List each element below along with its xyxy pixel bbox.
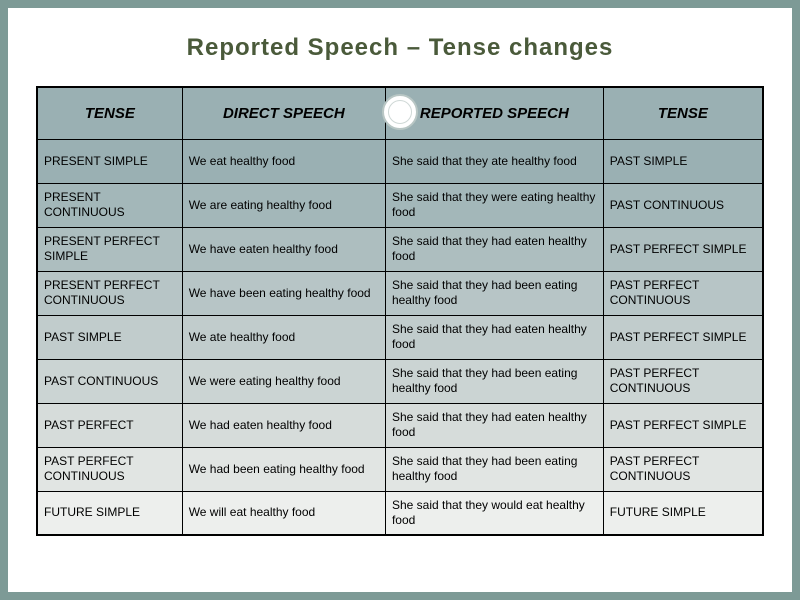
cell-tense: PAST PERFECT xyxy=(37,403,182,447)
header-tense: TENSE xyxy=(37,87,182,139)
cell-direct: We will eat healthy food xyxy=(182,491,385,535)
cell-tense2: FUTURE SIMPLE xyxy=(603,491,763,535)
cell-direct: We had eaten healthy food xyxy=(182,403,385,447)
cell-tense: PAST SIMPLE xyxy=(37,315,182,359)
table-row: PAST CONTINUOUS We were eating healthy f… xyxy=(37,359,763,403)
table-row: PRESENT PERFECT CONTINUOUS We have been … xyxy=(37,271,763,315)
cell-direct: We were eating healthy food xyxy=(182,359,385,403)
cell-reported: She said that they had been eating healt… xyxy=(385,271,603,315)
cell-tense2: PAST PERFECT CONTINUOUS xyxy=(603,271,763,315)
cell-tense: PRESENT PERFECT CONTINUOUS xyxy=(37,271,182,315)
header-direct: DIRECT SPEECH xyxy=(182,87,385,139)
cell-direct: We had been eating healthy food xyxy=(182,447,385,491)
table-row: PAST SIMPLE We ate healthy food She said… xyxy=(37,315,763,359)
cell-tense2: PAST CONTINUOUS xyxy=(603,183,763,227)
slide-title: Reported Speech – Tense changes xyxy=(36,18,764,86)
cell-tense: PRESENT CONTINUOUS xyxy=(37,183,182,227)
table-row: FUTURE SIMPLE We will eat healthy food S… xyxy=(37,491,763,535)
cell-direct: We have eaten healthy food xyxy=(182,227,385,271)
ornament-circle-icon xyxy=(382,94,418,130)
cell-tense: PRESENT SIMPLE xyxy=(37,139,182,183)
table-row: PAST PERFECT We had eaten healthy food S… xyxy=(37,403,763,447)
cell-tense2: PAST PERFECT CONTINUOUS xyxy=(603,447,763,491)
table-row: PRESENT SIMPLE We eat healthy food She s… xyxy=(37,139,763,183)
header-reported: REPORTED SPEECH xyxy=(385,87,603,139)
table-row: PRESENT CONTINUOUS We are eating healthy… xyxy=(37,183,763,227)
table-row: PAST PERFECT CONTINUOUS We had been eati… xyxy=(37,447,763,491)
table-row: PRESENT PERFECT SIMPLE We have eaten hea… xyxy=(37,227,763,271)
cell-tense2: PAST SIMPLE xyxy=(603,139,763,183)
header-tense2: TENSE xyxy=(603,87,763,139)
cell-reported: She said that they had eaten healthy foo… xyxy=(385,403,603,447)
cell-tense2: PAST PERFECT SIMPLE xyxy=(603,227,763,271)
cell-direct: We ate healthy food xyxy=(182,315,385,359)
cell-tense2: PAST PERFECT SIMPLE xyxy=(603,403,763,447)
cell-direct: We have been eating healthy food xyxy=(182,271,385,315)
cell-reported: She said that they had been eating healt… xyxy=(385,359,603,403)
cell-tense: FUTURE SIMPLE xyxy=(37,491,182,535)
tense-table: TENSE DIRECT SPEECH REPORTED SPEECH TENS… xyxy=(36,86,764,536)
cell-direct: We eat healthy food xyxy=(182,139,385,183)
cell-reported: She said that they were eating healthy f… xyxy=(385,183,603,227)
cell-direct: We are eating healthy food xyxy=(182,183,385,227)
cell-tense: PAST CONTINUOUS xyxy=(37,359,182,403)
cell-reported: She said that they ate healthy food xyxy=(385,139,603,183)
cell-tense2: PAST PERFECT SIMPLE xyxy=(603,315,763,359)
slide: Reported Speech – Tense changes TENSE DI… xyxy=(8,8,792,592)
cell-tense2: PAST PERFECT CONTINUOUS xyxy=(603,359,763,403)
cell-reported: She said that they had eaten healthy foo… xyxy=(385,227,603,271)
cell-reported: She said that they would eat healthy foo… xyxy=(385,491,603,535)
cell-reported: She said that they had been eating healt… xyxy=(385,447,603,491)
cell-reported: She said that they had eaten healthy foo… xyxy=(385,315,603,359)
cell-tense: PRESENT PERFECT SIMPLE xyxy=(37,227,182,271)
cell-tense: PAST PERFECT CONTINUOUS xyxy=(37,447,182,491)
